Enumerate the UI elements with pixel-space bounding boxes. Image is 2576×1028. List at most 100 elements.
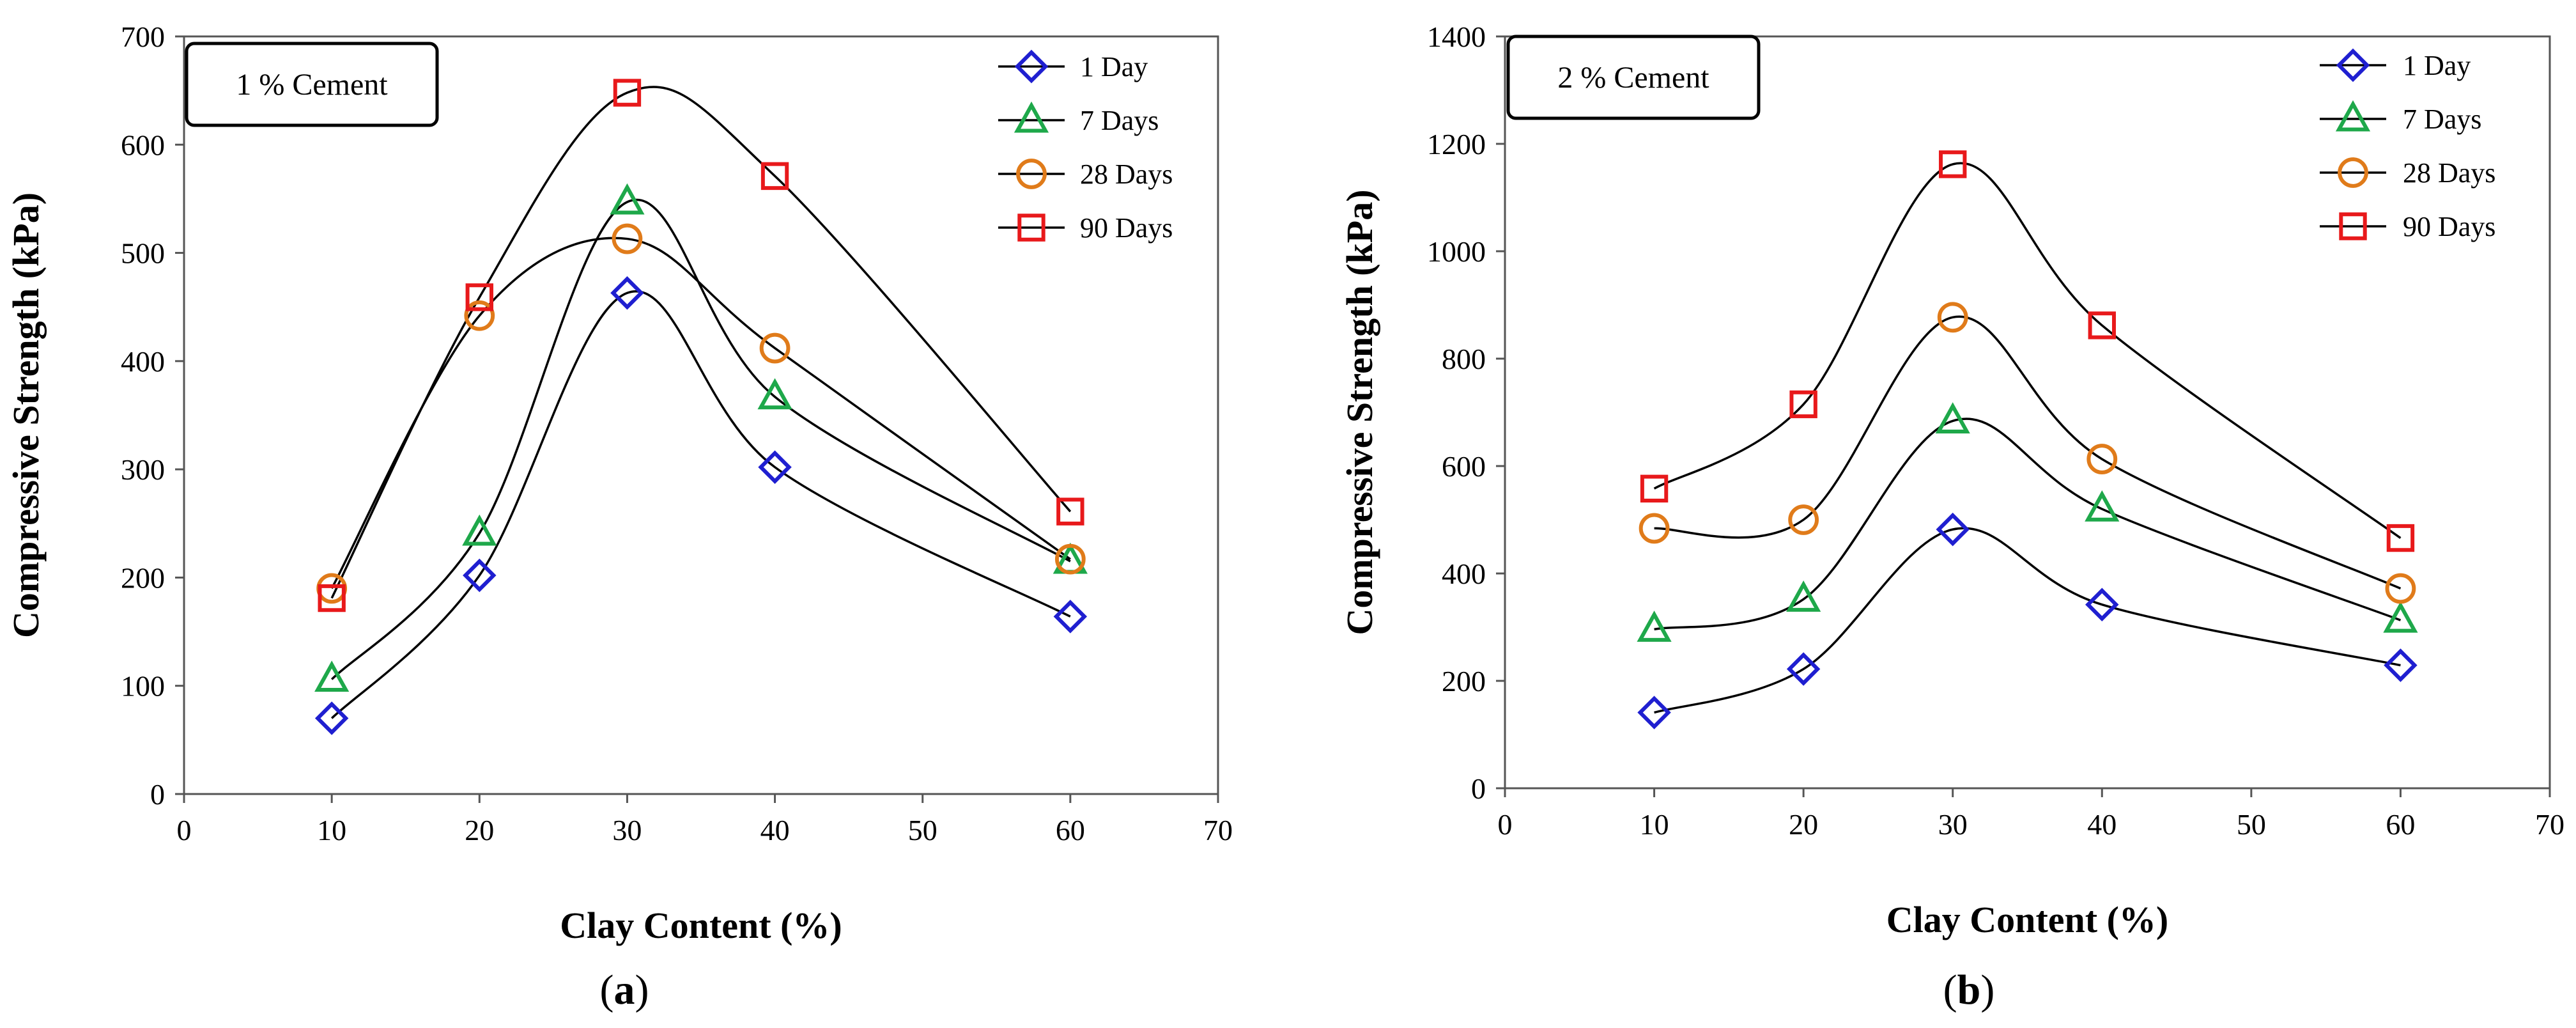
series-line-2	[330, 199, 1071, 680]
inset-label: 2 % Cement	[1557, 61, 1709, 95]
legend-marker-square	[2339, 212, 2367, 240]
data-point	[1935, 402, 1970, 433]
caption-close-paren: )	[635, 967, 649, 1013]
data-point	[465, 283, 493, 311]
data-point	[1788, 504, 1819, 535]
series-line-3	[330, 237, 1071, 589]
legend-entry: 7 Days	[2403, 104, 2481, 135]
legend-entry: 90 Days	[2403, 211, 2495, 242]
y-tick-label: 200	[121, 561, 165, 594]
data-point	[612, 223, 643, 254]
series-line-1	[1654, 527, 2401, 714]
x-tick-label: 40	[2087, 808, 2117, 841]
inset-label-box	[185, 42, 439, 127]
y-tick-label: 0	[1471, 772, 1486, 805]
legend-entry: 7 Days	[1080, 105, 1159, 136]
legend-marker-diamond	[1014, 49, 1049, 84]
data-point	[2386, 524, 2415, 552]
legend-marker-circle	[1016, 159, 1047, 189]
y-tick-label: 500	[121, 237, 165, 270]
x-tick-label: 10	[317, 814, 346, 846]
series-line-1	[330, 290, 1071, 719]
y-tick-label: 700	[121, 20, 165, 53]
chart-panel-a: 0 10 20 30 40 50 60 700100200300400500600700Cla…	[5, 20, 1233, 1013]
caption-open-paren: (	[600, 967, 614, 1013]
series-line-2	[1654, 417, 2402, 631]
data-point	[1054, 543, 1086, 575]
x-tick-label: 10	[1640, 808, 1669, 841]
series-line-4	[1653, 162, 2402, 539]
caption-letter: b	[1957, 967, 1981, 1013]
data-point	[1056, 497, 1084, 526]
legend-marker-triangle	[2335, 100, 2371, 132]
data-point	[318, 584, 346, 612]
x-tick-label: 30	[612, 814, 642, 846]
data-point	[1936, 512, 1970, 547]
legend: 1 Day 7 Days 28 Days 90 Days	[2320, 48, 2495, 242]
legend-marker-diamond	[2336, 48, 2370, 82]
data-point	[1789, 390, 1817, 419]
x-tick-label: 60	[1056, 814, 1085, 846]
caption-letter: a	[614, 967, 635, 1013]
data-point	[2385, 573, 2416, 604]
data-point	[463, 558, 497, 593]
data-point	[610, 276, 644, 310]
x-tick-label: 30	[1938, 808, 1968, 841]
series-line-3	[1654, 315, 2402, 590]
chart-panel-b: 0 10 20 30 40 50 60 70 0 200 400 600 800 1000 1200 1400…	[1339, 20, 2564, 1013]
legend-entry: 1 Day	[2403, 50, 2471, 81]
y-tick-label: 600	[1442, 450, 1486, 483]
data-point	[757, 378, 792, 410]
x-axis-label: Clay Content (%)	[560, 905, 842, 946]
caption-open-paren: (	[1943, 967, 1957, 1013]
inset-label-box	[1506, 35, 1761, 120]
data-point	[2086, 444, 2118, 474]
data-point	[758, 450, 792, 484]
legend: 1 Day 7 Days 28 Days 90 Days	[998, 49, 1173, 244]
x-tick-label: 70	[2535, 808, 2564, 841]
data-point	[759, 332, 791, 364]
data-point	[1939, 150, 1967, 178]
y-tick-label: 100	[121, 670, 165, 703]
data-point	[2384, 648, 2418, 682]
panel-caption: (b)	[1943, 967, 1995, 1013]
plot-frame	[183, 35, 1219, 795]
legend-marker-triangle	[1014, 101, 1049, 133]
legend-entry: 90 Days	[1080, 212, 1173, 244]
data-point	[2088, 311, 2116, 339]
legend-entry: 28 Days	[2403, 157, 2495, 189]
data-point	[314, 660, 350, 692]
data-point	[1937, 302, 1968, 333]
x-tick-label: 0	[1498, 808, 1513, 841]
legend-entry: 1 Day	[1080, 51, 1148, 82]
y-tick-label: 1400	[1427, 20, 1486, 53]
data-point	[2085, 588, 2119, 621]
x-tick-label: 20	[465, 814, 494, 846]
data-point	[462, 514, 497, 546]
data-point	[1640, 474, 1669, 502]
x-tick-label: 40	[760, 814, 790, 846]
series-line-4	[330, 86, 1072, 599]
y-tick-label: 0	[150, 778, 165, 811]
data-point	[1637, 696, 1671, 729]
y-axis-label: Compressive Strength (kPa)	[5, 192, 47, 638]
y-tick-label: 400	[1442, 557, 1486, 590]
data-point	[464, 300, 495, 331]
legend-marker-circle	[2338, 157, 2368, 188]
data-point	[613, 79, 642, 107]
data-point	[1786, 652, 1821, 686]
x-axis-label: Clay Content (%)	[1886, 899, 2168, 940]
x-tick-label: 50	[2237, 808, 2266, 841]
y-tick-label: 1200	[1427, 128, 1486, 160]
legend-marker-square	[1017, 214, 1045, 242]
y-tick-label: 800	[1442, 343, 1486, 375]
y-tick-label: 1000	[1427, 235, 1486, 268]
x-tick-label: 60	[2386, 808, 2415, 841]
x-tick-label: 70	[1203, 814, 1233, 846]
data-point	[2085, 490, 2120, 522]
data-point	[1053, 600, 1088, 634]
data-point	[314, 701, 349, 735]
y-tick-label: 600	[121, 128, 165, 161]
